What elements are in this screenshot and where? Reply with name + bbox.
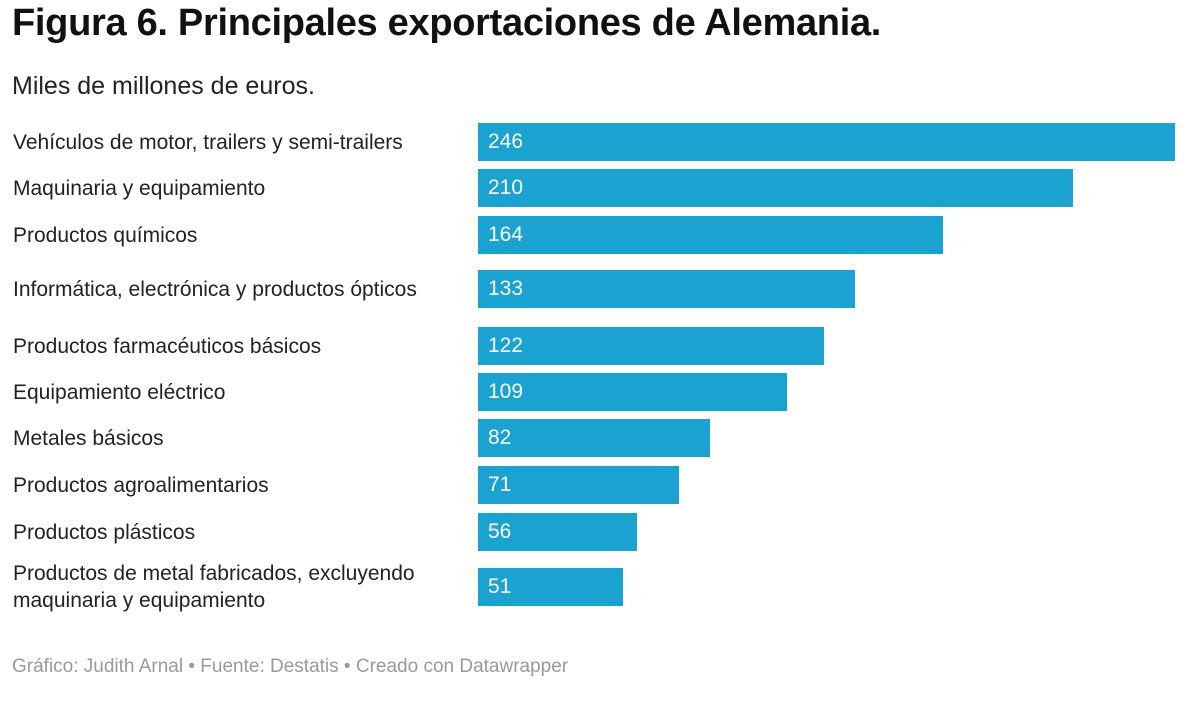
bar: 246	[478, 123, 1175, 161]
category-label: Productos agroalimentarios	[13, 473, 269, 497]
bar-value-label: 71	[488, 473, 512, 496]
bar-value-label: 56	[488, 520, 512, 543]
category-label: Vehículos de motor, trailers y semi-trai…	[13, 130, 403, 154]
category-label: Informática, electrónica y productos ópt…	[13, 277, 417, 301]
bar-value-label: 133	[488, 277, 524, 300]
bar-value-label: 109	[488, 380, 524, 403]
bar-value-label: 210	[488, 176, 524, 199]
bar: 133	[478, 270, 855, 308]
bar-value-label: 122	[488, 334, 524, 357]
bar-value-label: 246	[488, 130, 524, 153]
category-label: Productos farmacéuticos básicos	[13, 334, 322, 358]
category-label: Equipamiento eléctrico	[13, 380, 226, 404]
bar: 109	[478, 373, 787, 411]
bar: 164	[478, 216, 943, 254]
bar-value-label: 82	[488, 426, 512, 449]
chart-footer-credit: Gráfico: Judith Arnal • Fuente: Destatis…	[12, 656, 569, 677]
bar: 122	[478, 327, 824, 365]
bar-value-label: 51	[488, 575, 512, 598]
bar: 56	[478, 513, 637, 551]
bar: 82	[478, 419, 710, 457]
category-label: Metales básicos	[13, 426, 164, 450]
chart-subtitle: Miles de millones de euros.	[12, 72, 315, 100]
bar-value-label: 164	[488, 223, 524, 246]
bar: 51	[478, 568, 623, 606]
chart-title: Figura 6. Principales exportaciones de A…	[12, 2, 882, 44]
bar: 210	[478, 169, 1073, 207]
category-label: Productos químicos	[13, 223, 198, 247]
bar: 71	[478, 466, 679, 504]
category-label: Productos de metal fabricados, excluyend…	[13, 562, 415, 612]
category-label: Maquinaria y equipamiento	[13, 176, 266, 200]
category-label: Productos plásticos	[13, 520, 196, 544]
